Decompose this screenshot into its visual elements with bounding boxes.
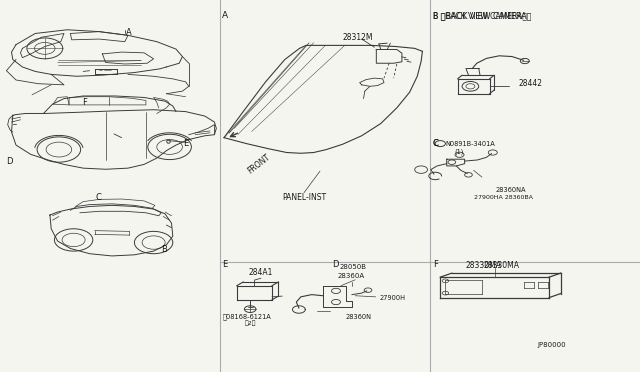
Text: 28330MA: 28330MA	[483, 262, 519, 270]
Text: A: A	[222, 11, 228, 20]
Text: Ⓜ08168-6121A: Ⓜ08168-6121A	[223, 313, 271, 320]
Text: C: C	[96, 193, 102, 202]
Text: 28360N: 28360N	[346, 314, 372, 320]
Text: 284A1: 284A1	[248, 268, 273, 277]
Text: A: A	[125, 28, 131, 37]
Text: F: F	[433, 260, 438, 269]
Text: B 〈BACK VIEW CAMERA〉: B 〈BACK VIEW CAMERA〉	[433, 11, 531, 20]
Text: 27900H: 27900H	[380, 295, 406, 301]
Text: 28360A: 28360A	[337, 273, 364, 279]
Text: E: E	[222, 260, 227, 269]
Text: PANEL-INST: PANEL-INST	[282, 193, 326, 202]
Text: F: F	[82, 98, 87, 107]
Text: E: E	[183, 139, 188, 148]
Text: N0891B-3401A: N0891B-3401A	[445, 141, 495, 147]
Text: JP80000: JP80000	[538, 342, 566, 348]
Text: B: B	[161, 246, 167, 254]
Text: 27900HA 28360BA: 27900HA 28360BA	[474, 195, 532, 201]
Text: 28312M: 28312M	[342, 33, 373, 42]
Text: 28442: 28442	[518, 79, 543, 88]
Text: C: C	[433, 139, 438, 148]
Text: 〲2〳: 〲2〳	[244, 321, 256, 327]
Text: FRONT: FRONT	[246, 153, 272, 176]
Text: C: C	[433, 139, 438, 148]
Text: D: D	[6, 157, 13, 166]
Text: 28050B: 28050B	[339, 264, 366, 270]
Text: B 〈BACK VIEW CAMERA〉: B 〈BACK VIEW CAMERA〉	[433, 11, 527, 20]
Text: (1): (1)	[454, 148, 464, 155]
Text: 28360NA: 28360NA	[496, 187, 527, 193]
Text: D: D	[332, 260, 339, 269]
Text: 28330MA: 28330MA	[465, 262, 501, 270]
